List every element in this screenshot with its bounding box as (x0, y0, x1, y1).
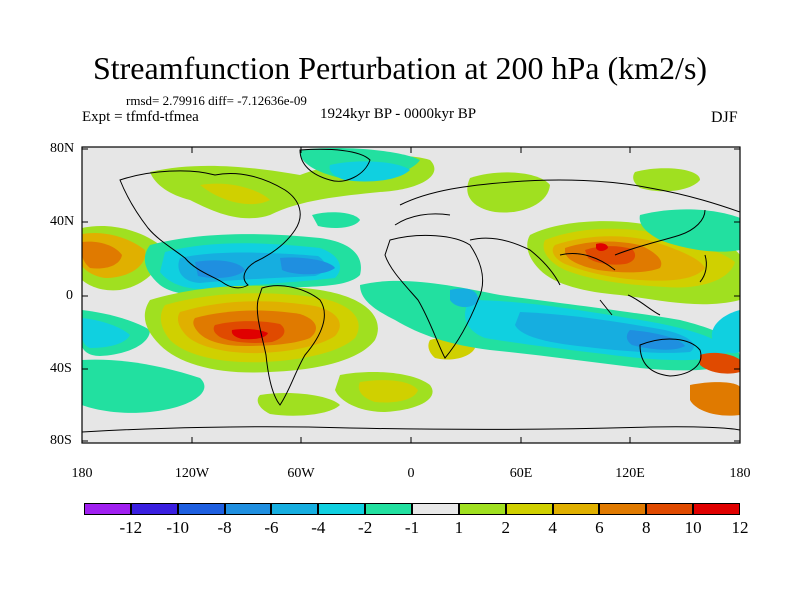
colorbar-swatch (271, 503, 319, 515)
colorbar-label: 4 (548, 518, 557, 537)
season-label: DJF (711, 109, 738, 126)
lat-label: 40S (50, 361, 72, 376)
coast-north-america (119, 170, 301, 289)
colorbar-swatch (693, 503, 740, 515)
colorbar-label: -10 (166, 518, 190, 537)
colorbar-label: -4 (311, 518, 326, 537)
lon-label: 180 (71, 466, 93, 481)
colorbar-label: -6 (264, 518, 279, 537)
colorbar-swatch (365, 503, 412, 515)
lat-label: 0 (66, 288, 73, 303)
coast-greenland (299, 148, 371, 182)
colorbar-label: -2 (358, 518, 373, 537)
colorbar-label: -12 (119, 518, 143, 537)
colorbar-swatch (177, 503, 225, 515)
lon-label: 60W (287, 466, 315, 481)
colorbar-swatch (646, 503, 694, 515)
contour-field (82, 148, 740, 416)
colorbar-label: -8 (217, 518, 232, 537)
lon-label: 0 (407, 466, 415, 481)
colorbar-label: 10 (684, 518, 702, 537)
colorbar-label: 8 (642, 518, 651, 537)
coast-south-america (256, 285, 325, 406)
period-label: 1924kyr BP - 0000kyr BP (320, 106, 477, 122)
field-positive-north-atlantic-core (200, 183, 270, 205)
axis-ticks (81, 147, 741, 443)
lon-label: 180 (729, 466, 751, 481)
coastlines (82, 148, 740, 433)
coast-antarctica (82, 426, 740, 433)
colorbar-label: 2 (501, 518, 510, 537)
coast-europe-asia (394, 179, 740, 286)
colorbar-label: 1 (454, 518, 464, 537)
colorbar-swatch (552, 503, 600, 515)
colorbar-label: 6 (595, 518, 604, 537)
colorbar-swatch (458, 503, 506, 515)
colorbar-swatch (505, 503, 553, 515)
colorbar-label: 12 (731, 518, 749, 537)
colorbar-swatch (84, 503, 131, 515)
lat-label: 80N (50, 141, 75, 156)
lon-label: 120E (615, 466, 645, 481)
colorbar-swatch (130, 503, 178, 515)
lon-label: 120W (174, 466, 210, 481)
colorbar-swatch (412, 503, 459, 515)
map-title: Streamfunction Perturbation at 200 hPa (… (92, 50, 708, 86)
experiment-label: Expt = tfmfd-tfmea (82, 109, 199, 125)
colorbar-swatch (224, 503, 272, 515)
lat-label: 80S (50, 433, 72, 448)
lon-label: 60E (509, 466, 533, 481)
coast-africa (384, 234, 483, 359)
colorbar-swatch (318, 503, 366, 515)
colorbar-swatch (599, 503, 647, 515)
colorbar-label: -1 (404, 518, 420, 537)
stats-text: rmsd= 2.79916 diff= -7.12636e-09 (126, 93, 307, 108)
coast-australia (639, 338, 702, 377)
lat-label: 40N (50, 214, 75, 229)
